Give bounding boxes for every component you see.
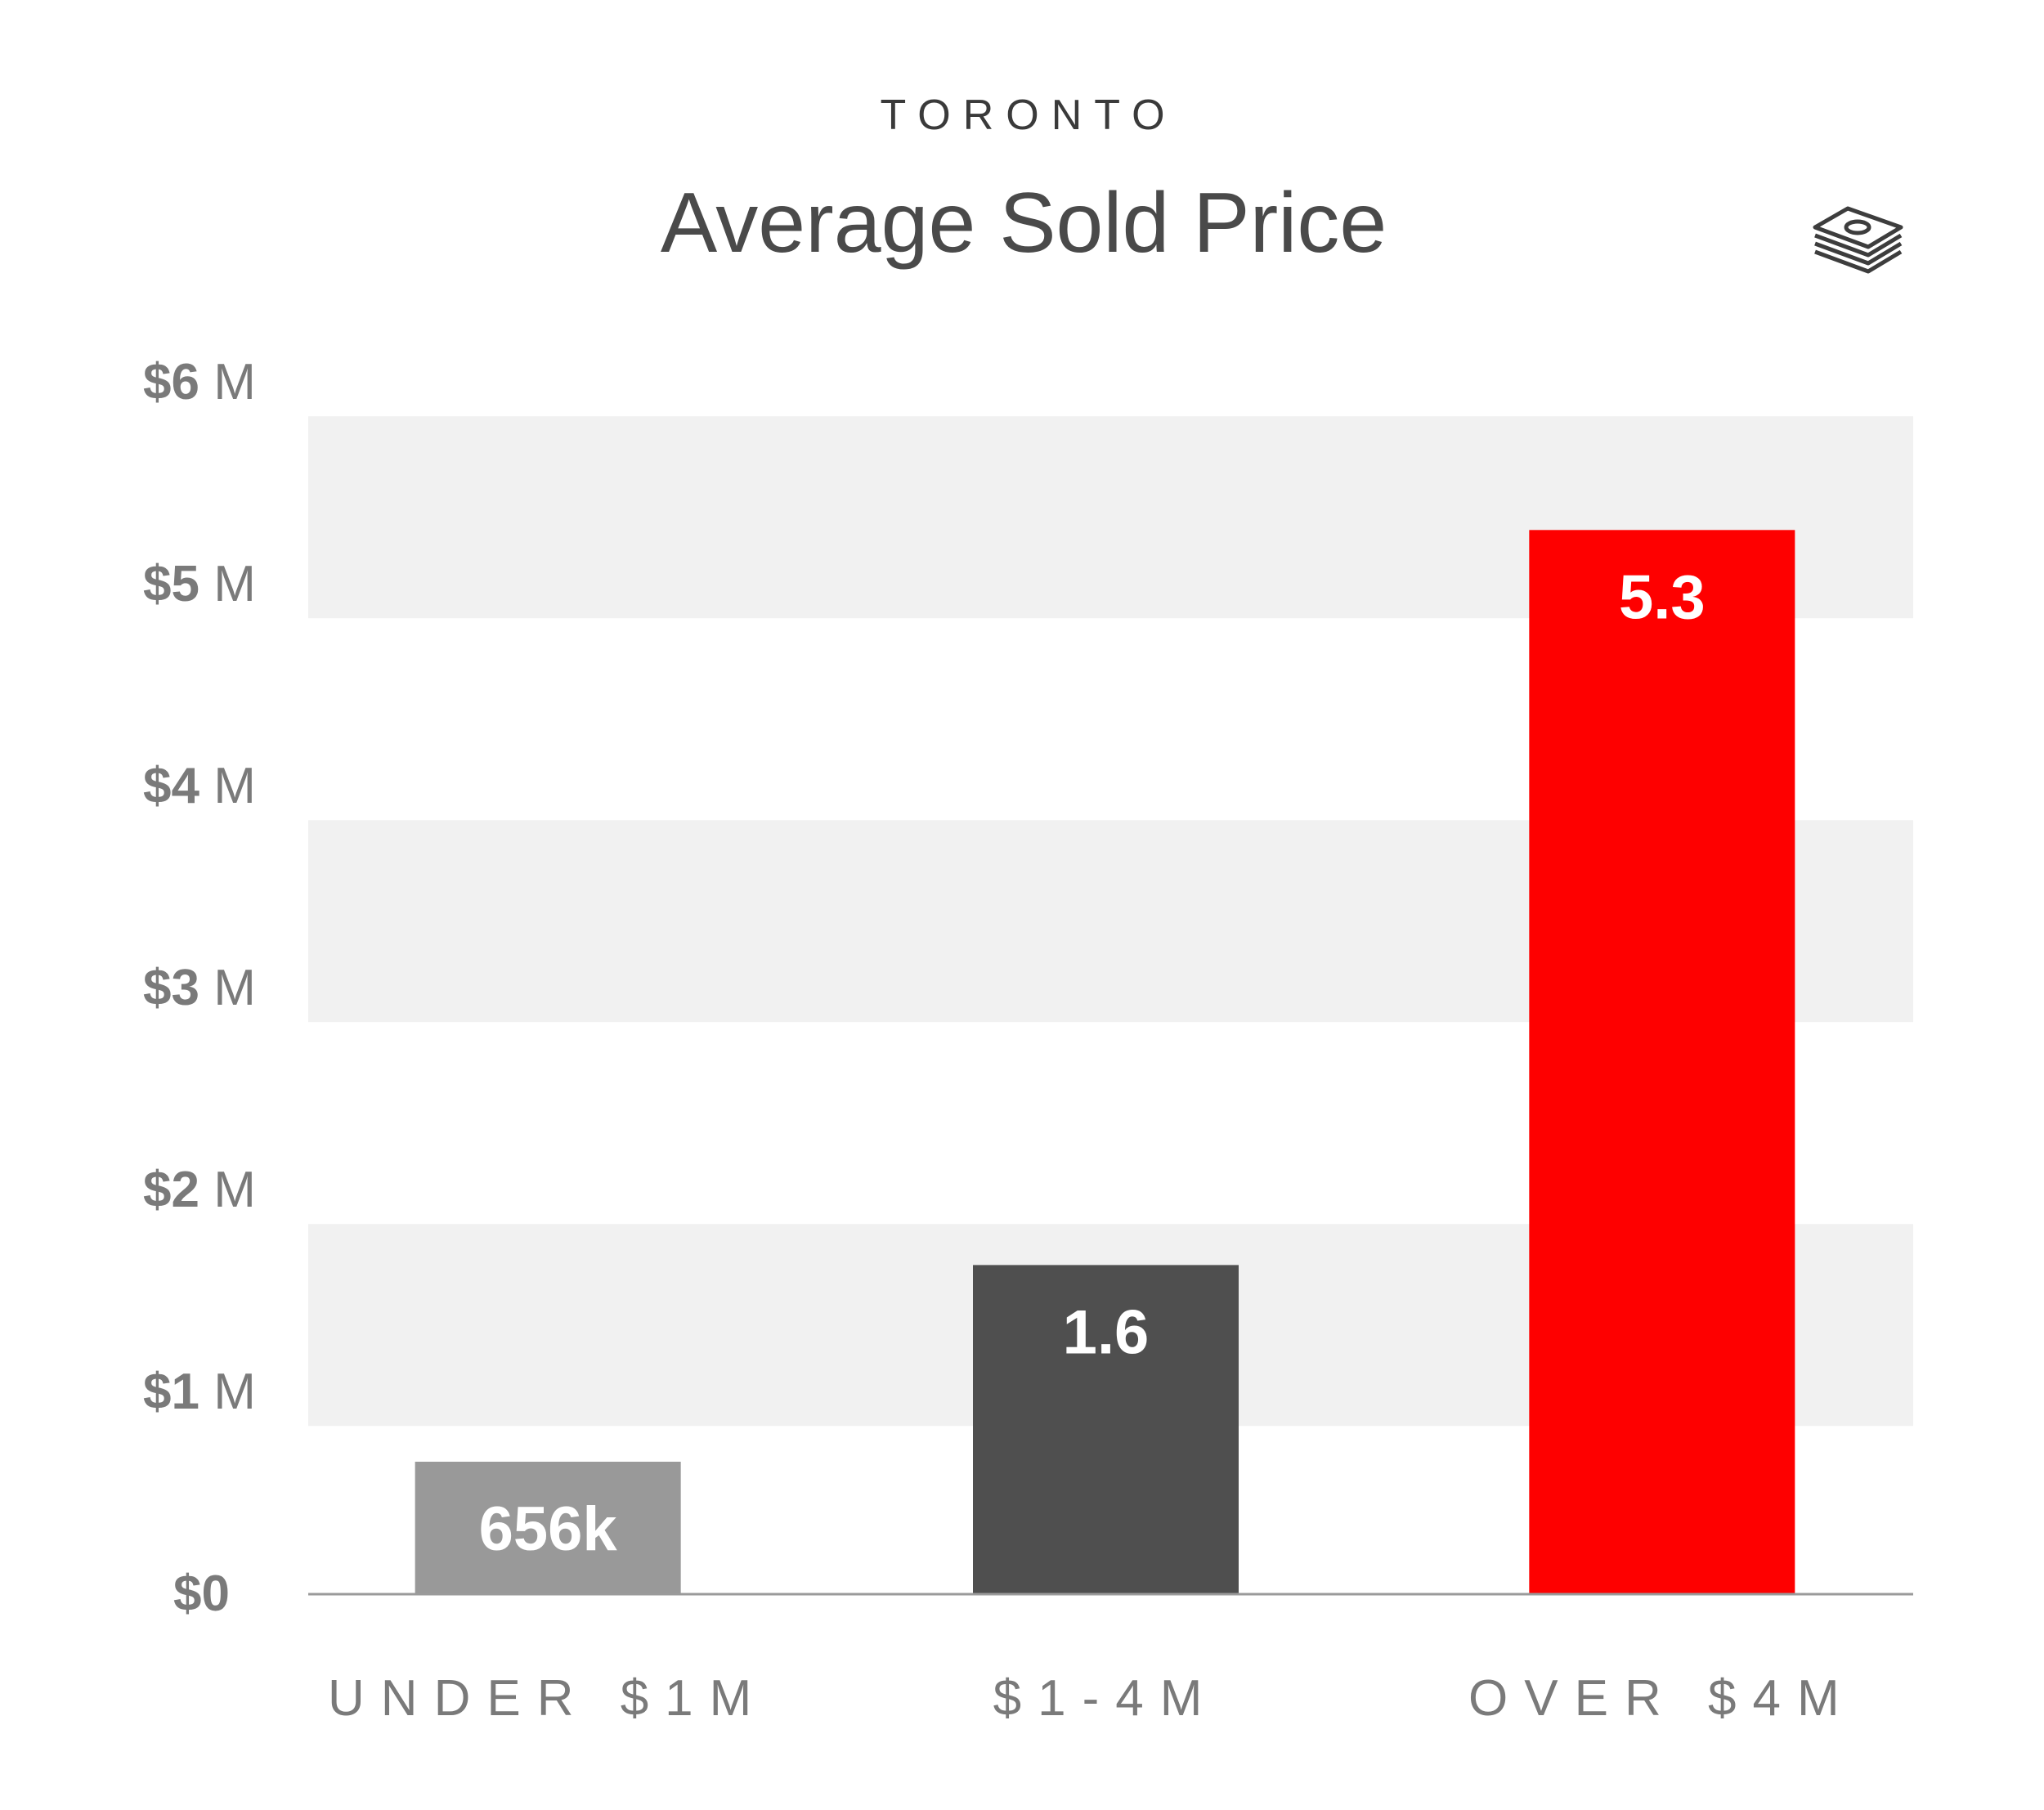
money-stack-icon — [1813, 206, 1903, 274]
bar-data-label: 656k — [479, 1494, 618, 1564]
bar-data-label: 1.6 — [1063, 1297, 1150, 1367]
y-tick-label: $5 M — [143, 556, 256, 612]
y-tick-unit: M — [199, 758, 256, 814]
y-tick-unit: M — [199, 1364, 256, 1420]
y-tick-label: $4 M — [143, 758, 256, 814]
y-tick-value: $3 — [143, 960, 199, 1016]
y-tick-label: $1 M — [143, 1364, 256, 1420]
y-tick-value: $0 — [173, 1566, 230, 1622]
y-tick-value: $6 — [143, 354, 199, 410]
y-axis: $0$1 M$2 M$3 M$4 M$5 M$6 M — [143, 354, 256, 1622]
y-tick-unit: M — [199, 556, 256, 612]
y-tick-label: $2 M — [143, 1162, 256, 1218]
x-category-label: UNDER $1M — [328, 1670, 768, 1727]
bar — [973, 1265, 1239, 1594]
chart-subtitle: TORONTO — [880, 92, 1177, 139]
bars: 656k 1.6 5.3 — [415, 530, 1795, 1594]
x-category-label: OVER $4M — [1468, 1670, 1856, 1727]
y-tick-unit: M — [199, 960, 256, 1016]
y-tick-label: $0 — [173, 1566, 230, 1622]
y-tick-value: $5 — [143, 556, 199, 612]
chart-title: Average Sold Price — [661, 176, 1387, 271]
y-tick-label: $6 M — [143, 354, 256, 410]
bar — [1529, 530, 1795, 1594]
y-tick-value: $1 — [143, 1364, 199, 1420]
y-tick-unit: M — [199, 1162, 256, 1218]
bar-data-label: 5.3 — [1619, 562, 1706, 632]
x-axis: UNDER $1M $1-4M OVER $4M — [328, 1670, 1856, 1727]
y-tick-label: $3 M — [143, 960, 256, 1016]
y-tick-value: $2 — [143, 1162, 199, 1218]
y-tick-value: $4 — [143, 758, 199, 814]
bar — [415, 1461, 681, 1594]
x-category-label: $1-4M — [993, 1670, 1219, 1727]
y-tick-unit: M — [199, 354, 256, 410]
